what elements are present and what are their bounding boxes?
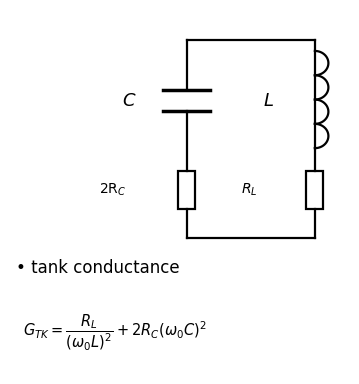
FancyBboxPatch shape <box>178 171 195 209</box>
FancyBboxPatch shape <box>306 171 323 209</box>
Text: • tank conductance: • tank conductance <box>16 259 179 277</box>
Text: $R_L$: $R_L$ <box>241 182 258 198</box>
Text: $C$: $C$ <box>122 91 137 109</box>
Text: $L$: $L$ <box>263 91 274 109</box>
Text: $G_{TK} = \dfrac{R_L}{(\omega_0 L)^2} + 2R_C(\omega_0 C)^2$: $G_{TK} = \dfrac{R_L}{(\omega_0 L)^2} + … <box>23 313 206 353</box>
Text: $2\mathrm{R}_C$: $2\mathrm{R}_C$ <box>99 182 126 198</box>
